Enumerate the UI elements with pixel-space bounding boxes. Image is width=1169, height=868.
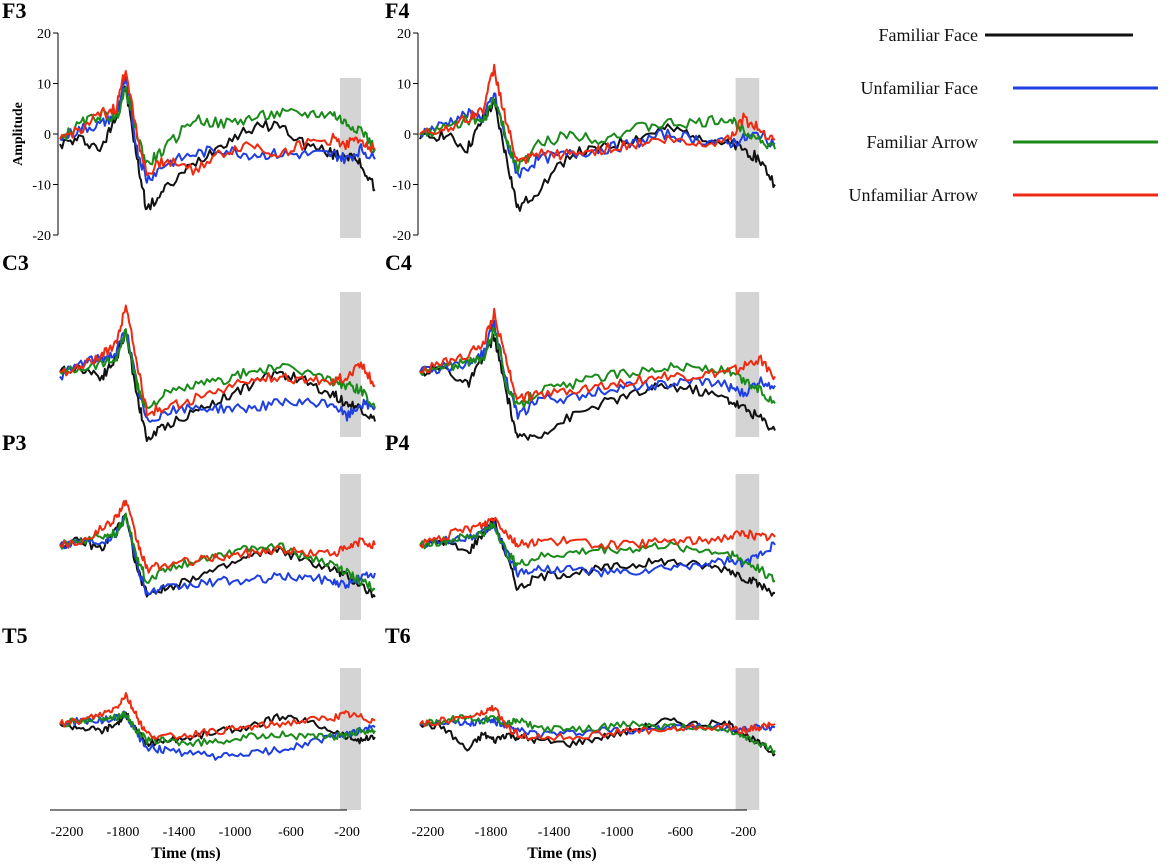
series-line-familiar-arrow <box>419 97 776 174</box>
series-line-unfamiliar-face <box>59 72 376 184</box>
legend-label: Familiar Face <box>879 25 978 45</box>
panel-label: F3 <box>2 0 26 23</box>
panel-label: P4 <box>385 430 409 455</box>
y-tick-label: -20 <box>392 229 411 244</box>
highlight-window <box>735 474 760 620</box>
x-tick-label: -1400 <box>538 825 571 840</box>
panel-t6: T6 <box>385 623 776 810</box>
panel-label: T5 <box>2 623 28 648</box>
y-tick-label: -10 <box>32 179 51 194</box>
y-tick-label: -20 <box>32 229 51 244</box>
x-axis-label: Time (ms) <box>151 845 220 862</box>
panel-label: T6 <box>385 623 411 648</box>
x-tick-label: -1800 <box>475 825 508 840</box>
series-line-unfamiliar-face <box>59 330 376 423</box>
highlight-window <box>340 292 361 437</box>
series-line-familiar-face <box>59 85 376 211</box>
series-line-unfamiliar-arrow <box>59 304 376 417</box>
legend-label: Unfamiliar Face <box>861 78 978 98</box>
x-tick-label: -1400 <box>163 825 196 840</box>
series-line-unfamiliar-arrow <box>59 499 376 574</box>
x-tick-label: -2200 <box>412 825 445 840</box>
x-tick-label: -1000 <box>219 825 252 840</box>
series-line-unfamiliar-arrow <box>419 704 776 742</box>
panel-p4: P4 <box>385 430 776 620</box>
series-line-familiar-face <box>59 329 376 443</box>
panel-p3: P3 <box>2 430 376 620</box>
y-tick-label: 0 <box>44 128 51 143</box>
x-tick-label: -600 <box>667 825 693 840</box>
series-line-familiar-face <box>419 717 776 757</box>
series-line-unfamiliar-face <box>419 319 776 420</box>
legend-label: Unfamiliar Arrow <box>849 185 978 205</box>
panel-label: C3 <box>2 250 29 275</box>
panel-f3: F3 20 10 0 -10 -20 Amplitude <box>2 0 376 244</box>
legend-item: Familiar Arrow <box>867 132 1158 152</box>
panel-t5: T5 <box>2 623 376 810</box>
series-line-unfamiliar-face <box>419 92 776 179</box>
highlight-window <box>735 78 760 238</box>
x-axis-left: -2200 -1800 -1400 -1000 -600 -200 Time (ms) <box>50 809 360 862</box>
panel-c4: C4 <box>385 250 776 441</box>
series-line-unfamiliar-face <box>59 514 376 596</box>
legend: Familiar Face Unfamiliar Face Familiar Arr… <box>849 25 1158 205</box>
series-line-familiar-face <box>419 333 776 441</box>
series-line-familiar-arrow <box>419 522 776 583</box>
x-tick-label: -1000 <box>601 825 634 840</box>
y-tick-label: -10 <box>392 179 411 194</box>
x-tick-label: -2200 <box>51 825 84 840</box>
x-tick-label: -1800 <box>107 825 140 840</box>
y-axis-label: Amplitude <box>11 102 26 166</box>
series-line-familiar-arrow <box>419 714 776 755</box>
legend-item: Familiar Face <box>879 25 1133 45</box>
y-tick-label: 0 <box>404 128 411 143</box>
series-line-unfamiliar-arrow <box>59 70 376 177</box>
legend-item: Unfamiliar Face <box>861 78 1158 98</box>
legend-label: Familiar Arrow <box>867 132 978 152</box>
x-tick-label: -600 <box>278 825 304 840</box>
series-line-familiar-arrow <box>419 326 776 409</box>
y-tick-label: 10 <box>37 78 51 93</box>
legend-item: Unfamiliar Arrow <box>849 185 1158 205</box>
x-axis-label: Time (ms) <box>527 845 596 862</box>
panel-label: P3 <box>2 430 26 455</box>
x-axis-right: -2200 -1800 -1400 -1000 -600 -200 Time (ms) <box>410 809 757 862</box>
series-line-familiar-arrow <box>59 328 376 409</box>
panel-f4: F4 20 10 0 -10 -20 <box>385 0 776 244</box>
y-tick-label: 10 <box>397 78 411 93</box>
panel-label: F4 <box>385 0 409 23</box>
series-line-familiar-arrow <box>59 711 376 747</box>
panel-c3: C3 <box>2 250 376 443</box>
panel-label: C4 <box>385 250 412 275</box>
series-line-familiar-arrow <box>59 86 376 166</box>
x-tick-label: -200 <box>731 825 757 840</box>
x-tick-label: -200 <box>334 825 360 840</box>
series-line-unfamiliar-arrow <box>419 63 776 165</box>
series-line-unfamiliar-arrow <box>419 307 776 403</box>
series-line-unfamiliar-arrow <box>59 692 376 741</box>
series-line-familiar-face <box>419 517 776 597</box>
series-line-unfamiliar-arrow <box>419 516 776 550</box>
y-tick-label: 20 <box>397 27 411 42</box>
y-tick-label: 20 <box>37 27 51 42</box>
